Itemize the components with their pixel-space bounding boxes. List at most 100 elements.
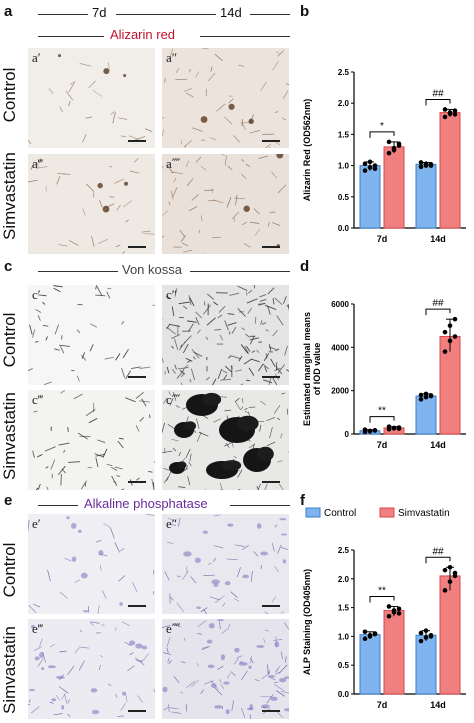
sublabel-a2: a″ [166,50,178,65]
data-point [428,634,434,639]
texture-fiber [178,301,190,305]
scale-bar [128,710,146,712]
y-tick-label: 1.5 [338,130,350,139]
texture-fiber [203,574,215,577]
data-point [442,107,448,112]
texture-fiber [82,208,86,216]
texture-fiber [59,106,63,113]
texture-cell [98,550,104,556]
scale-bar [262,605,280,607]
texture-fiber [228,624,231,630]
y-tick-label: 0.0 [338,690,350,699]
texture-fiber [264,366,268,373]
texture-cell [70,522,77,529]
texture-fiber [244,346,250,355]
texture-fiber [187,323,194,332]
texture-fiber [228,98,234,104]
texture-fiber [288,451,289,453]
mineral-deposit [257,446,274,462]
data-point [428,163,434,168]
texture-fiber [170,596,174,601]
texture-fiber [102,448,108,458]
texture-fiber [67,699,70,703]
texture-cell [256,645,265,648]
texture-fiber [32,603,41,608]
texture-fiber [264,629,270,632]
y-axis-label: Estimated marginal meansof IOD value [302,312,322,426]
texture-fiber [120,548,125,552]
texture-fiber [234,400,241,411]
y-tick-label: 0.0 [338,224,350,233]
texture-fiber [79,629,83,633]
texture-fiber [102,590,107,599]
texture-fiber [205,336,209,340]
texture-nodule [102,205,110,213]
texture-fiber [170,707,179,710]
texture-fiber [133,158,139,163]
texture-fiber [121,321,125,325]
texture-fiber [53,713,63,716]
texture-fiber [61,335,63,340]
texture-fiber [216,103,226,112]
texture-cell [196,606,201,609]
data-point [442,114,448,120]
texture-fiber [274,111,279,113]
texture-fiber [280,433,283,439]
texture-fiber [282,90,289,99]
texture-fiber [88,80,96,89]
micrograph-a1 [28,48,155,148]
texture-fiber [174,288,178,297]
row-label-control: Control [0,312,19,368]
texture-fiber [268,376,272,385]
texture-fiber [115,693,118,698]
texture-fiber [182,305,188,310]
texture-fiber [227,313,235,315]
texture-fiber [244,408,248,411]
texture-fiber [37,454,43,458]
sublabel-c4: c⁗ [166,392,181,407]
texture-fiber [233,217,236,223]
bar-control [415,395,437,435]
texture-fiber [92,89,103,97]
data-point [372,428,378,433]
texture-fiber [78,646,90,649]
texture-fiber [122,250,125,254]
texture-fiber [241,159,245,163]
sublabel-e1: e′ [32,516,41,531]
texture-fiber [164,571,170,581]
texture-fiber [98,664,101,670]
texture-fiber [79,63,92,67]
texture-fiber [265,329,269,332]
texture-fiber [273,681,279,684]
x-tick-label: 14d [430,700,446,710]
texture-nodule [276,154,284,159]
y-tick-label: 4000 [331,343,349,352]
texture-fiber [180,234,186,243]
texture-fiber [46,486,49,490]
data-point [423,394,429,400]
significance-bracket [369,131,395,138]
data-point [386,424,392,429]
texture-fiber [162,210,169,217]
texture-fiber [213,545,224,549]
texture-fiber [166,647,169,653]
texture-fiber [35,487,39,490]
scale-bar [262,481,280,483]
texture-fiber [111,475,118,486]
texture-fiber [145,128,153,132]
texture-fiber [263,637,266,644]
stain-title-alizarin: Alizarin red [110,27,176,42]
texture-fiber [224,155,227,166]
texture-fiber [276,315,284,326]
texture-fiber [129,652,134,656]
texture-fiber [214,328,222,331]
texture-fiber [44,446,56,452]
divider-line [38,505,78,506]
texture-fiber [200,165,207,171]
texture-fiber [233,598,240,602]
texture-fiber [253,208,260,215]
texture-fiber [98,239,108,244]
texture-fiber [171,334,181,339]
texture-fiber [268,221,270,227]
sublabel-e3: e‴ [32,621,44,636]
